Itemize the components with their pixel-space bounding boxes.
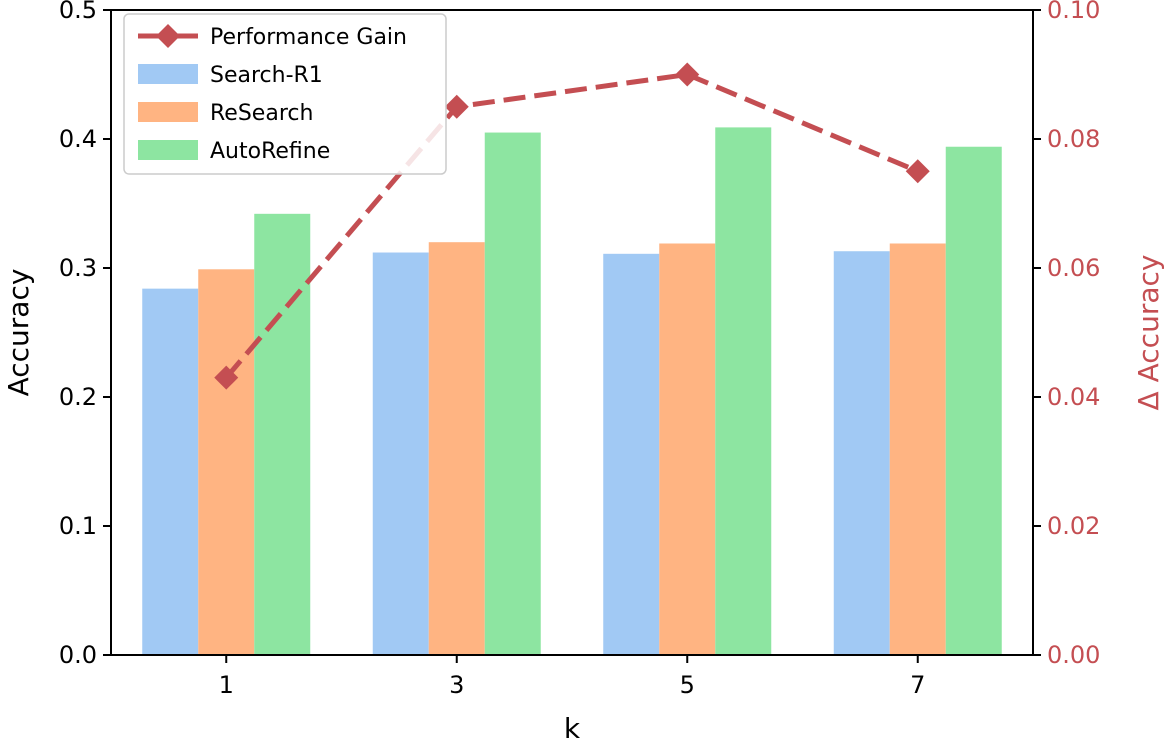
y-tick-label: 0.5 <box>59 0 97 24</box>
y-tick-label: 0.4 <box>59 125 97 153</box>
performance-gain-marker-1 <box>214 365 239 390</box>
bar-research-1 <box>198 269 255 655</box>
y2-tick-label: 0.00 <box>1047 641 1100 669</box>
y-axis-title: Accuracy <box>2 269 35 397</box>
y2-tick-label: 0.02 <box>1047 512 1100 540</box>
bar-search-r1-3 <box>372 252 429 655</box>
bar-search-r1-5 <box>603 253 660 655</box>
bar-autorefine-3 <box>484 132 541 656</box>
legend-label-research: ReSearch <box>210 101 313 126</box>
y2-tick-label: 0.04 <box>1047 383 1100 411</box>
bar-autorefine-1 <box>254 213 311 655</box>
y-tick-label: 0.1 <box>59 512 97 540</box>
bar-research-5 <box>659 243 716 656</box>
y-tick-label: 0.3 <box>59 254 97 282</box>
y2-tick-label: 0.08 <box>1047 125 1100 153</box>
legend-swatch-research <box>138 102 198 122</box>
y-tick-label: 0.2 <box>59 383 97 411</box>
legend-label-search-r1: Search-R1 <box>210 63 323 88</box>
performance-gain-line <box>224 71 919 380</box>
bar-research-3 <box>428 242 485 655</box>
legend-swatch-search-r1 <box>138 64 198 84</box>
x-tick-label: 3 <box>449 671 464 699</box>
performance-gain-marker-5 <box>675 62 700 87</box>
x-axis-title: k <box>564 712 581 743</box>
x-tick-label: 1 <box>219 671 234 699</box>
bar-research-7 <box>889 243 946 656</box>
performance-gain-marker-7 <box>905 159 930 184</box>
y-tick-label: 0.0 <box>59 641 97 669</box>
legend-box <box>123 13 447 175</box>
y2-axis-title: Δ Accuracy <box>1132 255 1165 411</box>
x-tick-label: 5 <box>680 671 695 699</box>
legend-label-performance-gain: Performance Gain <box>210 25 407 50</box>
x-tick-label: 7 <box>910 671 925 699</box>
bar-autorefine-7 <box>945 146 1002 656</box>
bar-search-r1-7 <box>833 251 890 656</box>
y2-tick-label: 0.06 <box>1047 254 1100 282</box>
legend-performance-gain-marker <box>156 24 180 48</box>
y2-tick-label: 0.10 <box>1047 0 1100 24</box>
performance-gain-marker-3 <box>444 94 469 119</box>
bar-search-r1-1 <box>142 288 199 655</box>
legend-swatch-autorefine <box>138 140 198 160</box>
legend-label-autorefine: AutoRefine <box>210 139 330 164</box>
bar-autorefine-5 <box>715 127 772 655</box>
